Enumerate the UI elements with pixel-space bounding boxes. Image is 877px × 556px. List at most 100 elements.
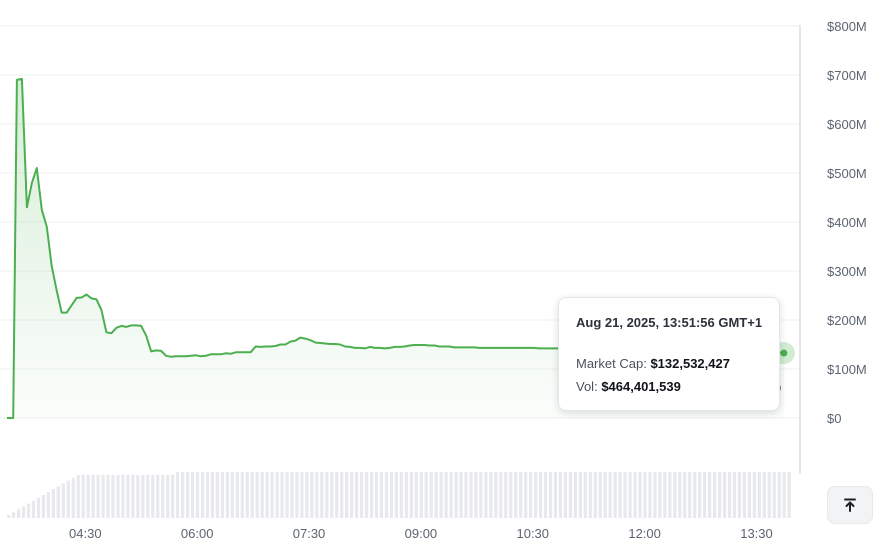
volume-bar bbox=[255, 472, 259, 518]
volume-bar bbox=[325, 472, 329, 518]
y-tick-label: $800M bbox=[827, 19, 867, 34]
x-tick-label: 06:00 bbox=[181, 526, 214, 541]
volume-bar bbox=[499, 472, 503, 518]
hover-dot bbox=[780, 349, 788, 357]
volume-bar bbox=[340, 472, 344, 518]
volume-bar bbox=[86, 474, 90, 518]
volume-bar bbox=[359, 472, 364, 518]
volume-bar bbox=[494, 472, 498, 518]
volume-bar bbox=[280, 472, 284, 518]
volume-bar bbox=[708, 472, 712, 518]
volume-bar bbox=[131, 474, 135, 518]
volume-bar bbox=[275, 472, 279, 518]
volume-bar bbox=[737, 472, 742, 518]
volume-bar bbox=[225, 472, 229, 518]
volume-bar bbox=[409, 472, 413, 518]
volume-bar bbox=[61, 483, 65, 518]
volume-bar bbox=[767, 472, 771, 518]
x-tick-label: 12:00 bbox=[628, 526, 661, 541]
volume-bar bbox=[762, 472, 766, 518]
volume-bar bbox=[46, 492, 50, 518]
volume-bar bbox=[598, 472, 602, 518]
volume-bar bbox=[230, 472, 234, 518]
y-tick-label: $600M bbox=[827, 117, 867, 132]
volume-bar bbox=[285, 472, 289, 518]
volume-bar bbox=[424, 472, 428, 518]
volume-bar bbox=[320, 472, 324, 518]
volume-bar bbox=[121, 474, 125, 518]
volume-bar bbox=[618, 472, 622, 518]
tooltip-volume: Vol: $464,401,539 bbox=[576, 379, 779, 394]
volume-bar bbox=[146, 474, 150, 518]
volume-bar bbox=[668, 472, 672, 518]
volume-bar bbox=[364, 472, 369, 518]
volume-bar bbox=[742, 472, 747, 518]
volume-bar bbox=[757, 472, 761, 518]
volume-bar bbox=[171, 474, 175, 518]
chart-tooltip: Aug 21, 2025, 13:51:56 GMT+1 Market Cap:… bbox=[558, 297, 780, 411]
volume-bar bbox=[156, 474, 160, 518]
volume-bar bbox=[355, 472, 359, 518]
volume-bar bbox=[663, 472, 667, 518]
volume-bar bbox=[603, 472, 607, 518]
volume-bar bbox=[553, 472, 558, 518]
volume-bar bbox=[509, 472, 513, 518]
volume-bar bbox=[727, 472, 732, 518]
volume-bar bbox=[374, 472, 379, 518]
x-axis: 04:30 06:00 07:30 09:00 10:30 12:00 13:30 bbox=[69, 526, 773, 541]
volume-bar bbox=[16, 509, 21, 518]
x-tick-label: 09:00 bbox=[405, 526, 438, 541]
volume-bar bbox=[205, 472, 210, 518]
volume-bar bbox=[151, 474, 155, 518]
volume-bar bbox=[534, 472, 538, 518]
volume-bar bbox=[504, 472, 508, 518]
x-tick-label: 13:30 bbox=[740, 526, 773, 541]
volume-bar bbox=[345, 472, 349, 518]
volume-bar bbox=[524, 472, 528, 518]
volume-bar bbox=[200, 472, 205, 518]
volume-bar bbox=[703, 472, 707, 518]
volume-bar bbox=[250, 472, 254, 518]
volume-bar bbox=[21, 506, 26, 518]
volume-bar bbox=[429, 472, 433, 518]
volume-bar bbox=[643, 472, 647, 518]
volume-bar bbox=[439, 472, 443, 518]
volume-bar bbox=[66, 480, 70, 518]
volume-bar bbox=[782, 472, 786, 518]
volume-bar bbox=[389, 472, 394, 518]
volume-bar bbox=[210, 472, 215, 518]
volume-bar bbox=[384, 472, 389, 518]
y-tick-label: $700M bbox=[827, 68, 867, 83]
volume-bar bbox=[717, 472, 722, 518]
volume-bar bbox=[419, 472, 423, 518]
x-tick-label: 07:30 bbox=[293, 526, 326, 541]
volume-bar bbox=[185, 472, 190, 518]
volume-bar bbox=[176, 472, 180, 518]
volume-bar bbox=[653, 472, 657, 518]
volume-bar bbox=[787, 472, 791, 518]
volume-bar bbox=[613, 472, 617, 518]
volume-bar bbox=[260, 472, 264, 518]
volume-bar bbox=[479, 472, 483, 518]
volume-bar bbox=[295, 472, 299, 518]
volume-bar bbox=[777, 472, 781, 518]
volume-bar bbox=[265, 472, 269, 518]
volume-bar bbox=[136, 474, 140, 518]
volume-bar bbox=[300, 472, 304, 518]
volume-bar bbox=[747, 472, 751, 518]
volume-bar bbox=[548, 472, 553, 518]
volume-bar bbox=[484, 472, 488, 518]
scroll-to-top-button[interactable] bbox=[827, 486, 873, 524]
volume-bar bbox=[161, 474, 165, 518]
volume-bar bbox=[91, 474, 95, 518]
volume-bar bbox=[658, 472, 662, 518]
volume-bars bbox=[7, 472, 791, 518]
volume-bar bbox=[464, 472, 468, 518]
volume-bar bbox=[732, 472, 737, 518]
y-tick-label: $100M bbox=[827, 362, 867, 377]
volume-bar bbox=[514, 472, 518, 518]
y-tick-label: $500M bbox=[827, 166, 867, 181]
volume-bar bbox=[76, 474, 80, 518]
volume-bar bbox=[568, 472, 573, 518]
